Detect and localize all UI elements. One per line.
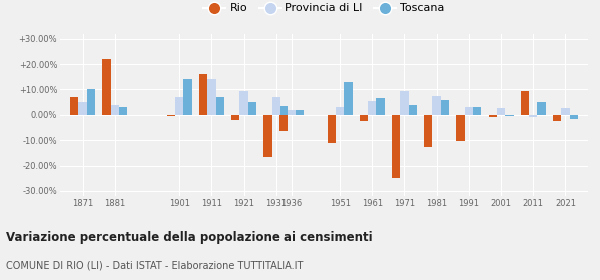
Bar [79, 102, 87, 115]
Bar [207, 79, 215, 115]
Bar [376, 98, 385, 115]
Bar [248, 102, 256, 115]
Bar [488, 115, 497, 117]
Bar [336, 107, 344, 115]
Bar [521, 91, 529, 115]
Bar [296, 110, 304, 115]
Bar [263, 115, 272, 157]
Bar [279, 115, 287, 131]
Bar [424, 115, 433, 146]
Bar [457, 115, 464, 141]
Bar [441, 100, 449, 115]
Bar [199, 74, 207, 115]
Bar [70, 97, 79, 115]
Legend: Rio, Provincia di LI, Toscana: Rio, Provincia di LI, Toscana [203, 3, 445, 13]
Text: Variazione percentuale della popolazione ai censimenti: Variazione percentuale della popolazione… [6, 231, 373, 244]
Bar [287, 110, 296, 115]
Bar [433, 96, 441, 115]
Bar [529, 115, 538, 117]
Bar [184, 79, 191, 115]
Bar [569, 115, 578, 119]
Bar [464, 107, 473, 115]
Bar [110, 105, 119, 115]
Bar [119, 107, 127, 115]
Bar [280, 106, 288, 115]
Bar [102, 59, 110, 115]
Bar [231, 115, 239, 120]
Bar [505, 115, 514, 116]
Bar [553, 115, 561, 121]
Bar [175, 97, 184, 115]
Text: COMUNE DI RIO (LI) - Dati ISTAT - Elaborazione TUTTITALIA.IT: COMUNE DI RIO (LI) - Dati ISTAT - Elabor… [6, 260, 304, 270]
Bar [368, 101, 376, 115]
Bar [473, 107, 481, 115]
Bar [167, 115, 175, 116]
Bar [497, 108, 505, 115]
Bar [328, 115, 336, 143]
Bar [561, 108, 569, 115]
Bar [538, 102, 546, 115]
Bar [360, 115, 368, 121]
Bar [87, 89, 95, 115]
Bar [215, 97, 224, 115]
Bar [400, 91, 409, 115]
Bar [392, 115, 400, 178]
Bar [344, 82, 353, 115]
Bar [409, 105, 417, 115]
Bar [239, 91, 248, 115]
Bar [272, 97, 280, 115]
